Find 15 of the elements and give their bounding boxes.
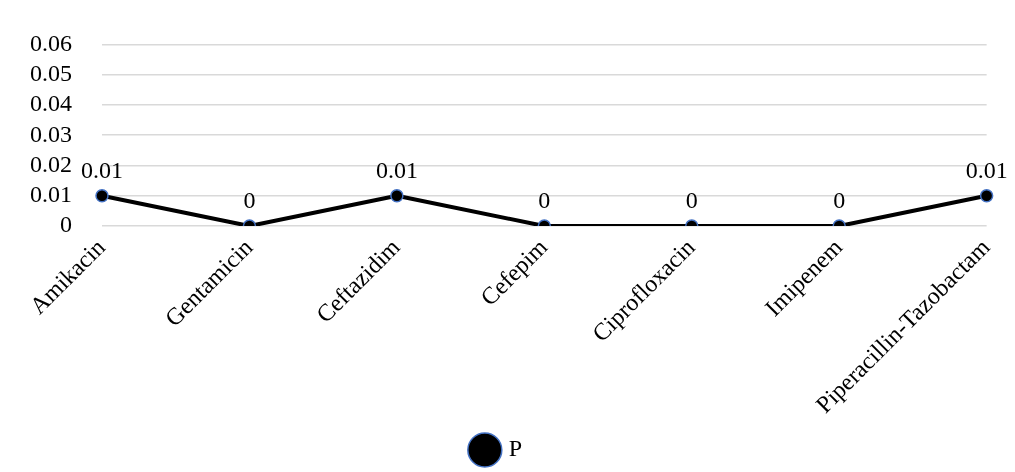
data-label: 0 <box>685 187 698 214</box>
y-tick-label: 0 <box>60 211 72 238</box>
y-tick-label: 0.04 <box>30 90 72 117</box>
y-tick-label: 0.02 <box>30 150 72 177</box>
data-label: 0 <box>833 187 846 214</box>
y-tick-label: 0.06 <box>30 29 72 56</box>
data-label: 0 <box>243 187 256 214</box>
data-label: 0.01 <box>81 157 123 184</box>
data-label: 0 <box>538 187 551 214</box>
data-label: 0.01 <box>375 157 418 184</box>
data-label: 0.01 <box>965 157 1008 184</box>
y-tick-label: 0.03 <box>30 120 72 147</box>
y-tick-label: 0.01 <box>30 181 72 208</box>
y-tick-label: 0.05 <box>30 59 72 86</box>
legend-label: P <box>508 435 523 462</box>
